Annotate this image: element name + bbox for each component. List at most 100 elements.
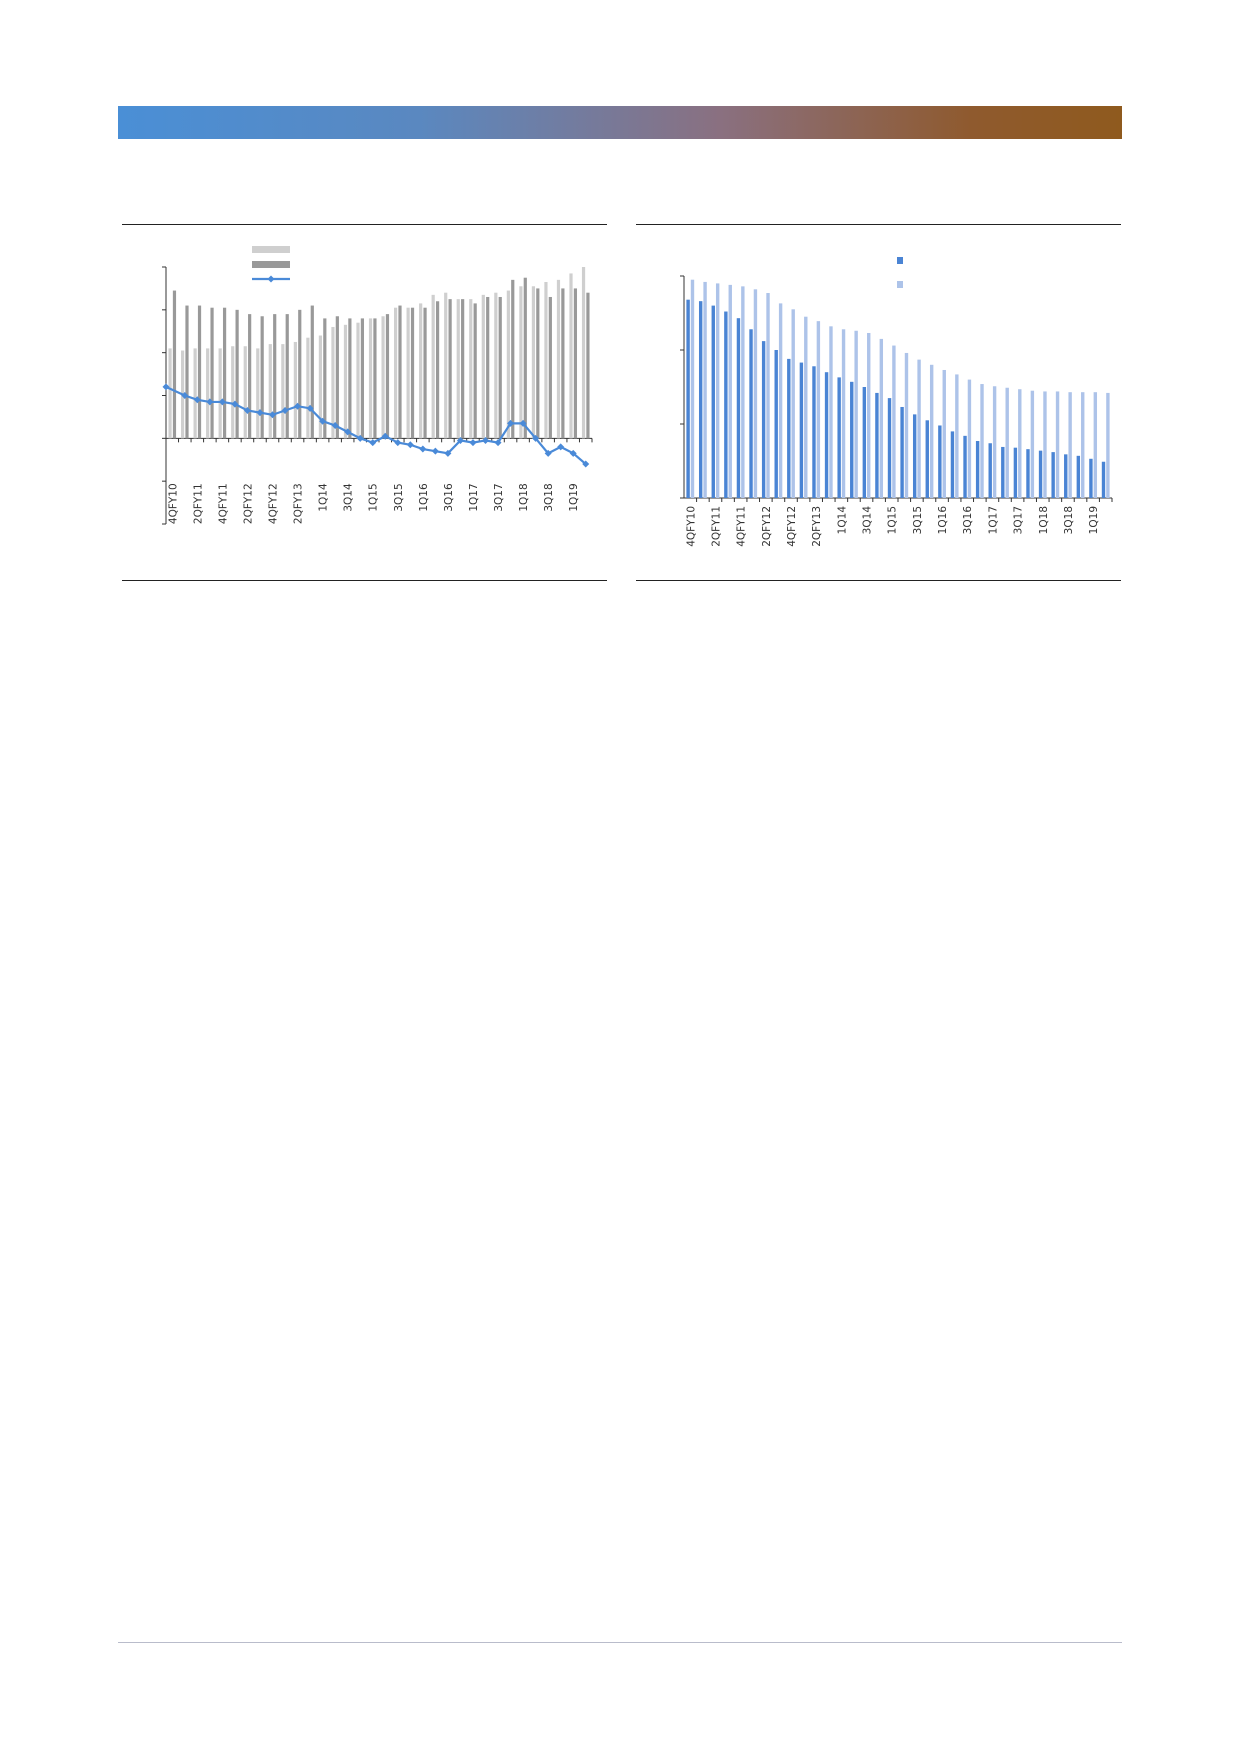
left-bar-light-9 [281, 344, 285, 439]
left-line-marker-13 [331, 421, 339, 429]
left-bar-dark-15 [360, 318, 365, 439]
left-bar-dark-10 [298, 309, 302, 439]
right-bar-dark-6 [761, 341, 766, 498]
right-chart-x-label-4: 4QFY11 [736, 506, 748, 547]
left-bar-dark-4 [222, 307, 227, 439]
right-legend-swatch-dark [897, 257, 903, 264]
left-bar-light-10 [293, 341, 297, 439]
right-bar-dark-11 [824, 372, 829, 498]
left-line-marker-25 [482, 436, 489, 444]
right-legend-swatch-light [897, 281, 903, 288]
left-line-marker-12 [319, 417, 327, 425]
left-line-marker-18 [394, 439, 402, 447]
right-bar-dark-23 [975, 441, 980, 498]
left-line-marker-8 [269, 411, 276, 419]
right-chart-bottom-rule [636, 580, 1121, 581]
right-bar-dark-12 [837, 377, 841, 498]
left-line-marker-9 [281, 406, 289, 414]
right-bar-dark-24 [988, 443, 992, 498]
right-bar-dark-1 [698, 301, 703, 498]
left-legend-swatch-dark [252, 261, 290, 268]
right-bar-light-13 [854, 330, 858, 498]
left-line-marker-21 [431, 447, 439, 455]
left-bar-light-23 [456, 299, 460, 439]
left-bar-light-15 [356, 322, 360, 439]
left-bar-dark-31 [561, 288, 565, 439]
left-bar-light-14 [343, 324, 348, 439]
right-bar-dark-26 [1013, 447, 1018, 498]
right-bar-light-31 [1081, 392, 1085, 498]
right-bar-light-4 [741, 286, 745, 498]
left-bar-dark-14 [348, 318, 352, 439]
left-line-series [165, 385, 587, 465]
left-bar-dark-24 [473, 303, 477, 439]
right-chart-x-label-10: 2QFY13 [811, 506, 823, 547]
left-bar-dark-32 [573, 288, 578, 439]
left-bar-light-2 [193, 348, 197, 439]
right-chart-x-label-24: 1Q17 [987, 506, 999, 534]
left-line-marker-30 [544, 449, 552, 457]
left-bar-light-8 [268, 344, 272, 439]
right-bar-dark-29 [1051, 452, 1055, 498]
left-chart-x-label-20: 1Q16 [418, 483, 430, 512]
right-bar-light-5 [753, 289, 758, 498]
right-bar-light-9 [804, 316, 808, 498]
left-line-marker-29 [532, 434, 540, 442]
right-bar-dark-0 [686, 299, 690, 498]
left-legend-swatch-light [252, 246, 290, 253]
left-line-marker-32 [569, 449, 577, 457]
left-bar-light-30 [544, 281, 548, 439]
left-bar-light-28 [519, 286, 523, 439]
left-bar-light-4 [218, 348, 222, 439]
left-line-marker-2 [193, 396, 201, 404]
right-bar-light-1 [703, 281, 707, 498]
right-bar-light-26 [1018, 389, 1022, 498]
right-bar-dark-2 [711, 305, 715, 498]
right-bar-light-3 [728, 284, 732, 498]
left-line-marker-19 [406, 441, 414, 449]
right-bar-light-22 [967, 379, 972, 498]
left-bar-dark-26 [498, 296, 502, 439]
right-chart-top-rule [636, 224, 1121, 225]
right-bar-dark-17 [900, 406, 904, 498]
right-bar-light-23 [980, 384, 984, 498]
left-chart-bottom-rule [122, 580, 607, 581]
left-line-marker-24 [469, 439, 477, 447]
right-bar-light-17 [904, 352, 909, 498]
right-bar-light-2 [715, 283, 720, 498]
left-line-marker-27 [507, 419, 515, 427]
left-line-marker-0 [162, 383, 170, 391]
right-bar-dark-9 [799, 362, 804, 498]
left-line-marker-4 [218, 398, 226, 406]
right-bar-dark-13 [850, 381, 854, 498]
right-bar-dark-19 [925, 420, 929, 498]
right-bar-light-27 [1030, 390, 1035, 498]
right-bar-dark-20 [938, 425, 942, 498]
right-bar-light-25 [1005, 387, 1009, 498]
left-chart-x-label-18: 3Q15 [393, 483, 405, 511]
left-bar-dark-18 [398, 305, 402, 439]
left-bar-light-20 [419, 303, 423, 439]
left-bar-light-26 [494, 292, 498, 439]
left-bar-light-13 [331, 326, 335, 439]
left-bar-dark-13 [335, 316, 339, 439]
left-chart-top-rule [122, 224, 607, 225]
left-line-marker-14 [344, 428, 352, 436]
right-bar-dark-21 [950, 431, 955, 498]
right-bar-dark-4 [736, 318, 741, 498]
right-bar-light-15 [879, 338, 884, 498]
left-line-marker-10 [294, 402, 302, 410]
right-chart-x-label-0: 4QFY10 [685, 506, 697, 547]
left-bar-dark-0 [172, 290, 177, 439]
left-line-marker-17 [381, 432, 389, 440]
right-bar-light-32 [1093, 392, 1098, 498]
right-bar-dark-14 [862, 387, 867, 498]
left-line-marker-5 [231, 400, 239, 408]
right-chart-x-label-14: 3Q14 [862, 506, 874, 535]
left-line-marker-6 [243, 406, 251, 414]
left-bar-light-3 [206, 348, 210, 439]
right-bar-dark-16 [887, 398, 892, 498]
right-chart-x-label-28: 1Q18 [1038, 506, 1050, 534]
right-bar-dark-18 [912, 414, 917, 498]
left-bar-light-17 [381, 316, 385, 439]
